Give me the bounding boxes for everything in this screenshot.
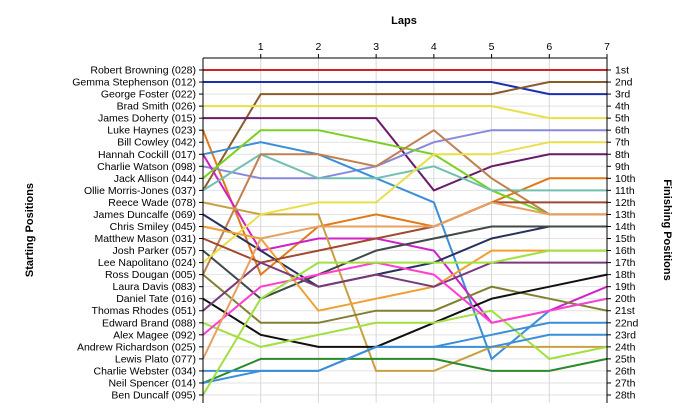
finish-label: 6th	[615, 125, 630, 137]
series-line-22	[202, 309, 608, 360]
start-label: Neil Spencer (014)	[108, 377, 196, 389]
start-label: Jack Allison (044)	[114, 173, 196, 185]
x-tick-label: 2	[316, 41, 322, 53]
series-line-7	[202, 129, 607, 180]
start-label: Luke Haynes (023)	[107, 125, 196, 137]
right-axis-title: Finishing Positions	[661, 179, 673, 280]
finish-label: 12th	[615, 197, 636, 209]
series-line-18	[202, 201, 607, 264]
finish-label: 5th	[615, 113, 630, 125]
series-line-3	[202, 81, 607, 191]
start-label: Lewis Plato (077)	[115, 353, 196, 365]
x-tick-label: 7	[604, 41, 610, 53]
finish-label: 4th	[615, 101, 630, 113]
start-label: Reece Wade (078)	[108, 197, 196, 209]
start-label: Ollie Morris-Jones (037)	[84, 185, 196, 197]
series-line-14	[202, 201, 607, 372]
left-axis-title: Starting Positions	[24, 183, 36, 277]
start-label: Charlie Watson (098)	[97, 161, 196, 173]
finish-label: 14th	[615, 221, 636, 233]
start-label: Daniel Tate (016)	[116, 293, 196, 305]
series-line-11	[202, 153, 607, 192]
series-line-17	[202, 225, 607, 312]
series-line-21	[202, 261, 607, 312]
start-label: Hannah Cockill (017)	[98, 149, 196, 161]
finish-label: 22nd	[615, 317, 639, 329]
series-line-16	[202, 141, 607, 264]
x-tick-label: 3	[373, 41, 379, 53]
finish-label: 20th	[615, 293, 636, 305]
series-lines	[202, 69, 608, 396]
start-label: Gemma Stephenson (012)	[72, 77, 196, 89]
start-label: Thomas Rhodes (051)	[92, 305, 196, 317]
start-label: Robert Browning (028)	[90, 65, 196, 77]
start-label: Ross Dougan (005)	[105, 269, 196, 281]
start-label: Matthew Mason (031)	[94, 233, 196, 245]
start-label: Bill Cowley (042)	[117, 137, 196, 149]
finish-label: 3rd	[615, 89, 630, 101]
finish-label: 28th	[615, 390, 636, 402]
finish-label: 2nd	[615, 77, 633, 89]
finish-label: 18th	[615, 269, 636, 281]
start-label: Lee Napolitano (024)	[98, 257, 196, 269]
finish-label: 17th	[615, 257, 636, 269]
series-line-23	[202, 261, 608, 336]
start-label: Brad Smith (026)	[117, 101, 196, 113]
x-tick-label: 1	[258, 41, 264, 53]
finish-label: 24th	[615, 341, 636, 353]
finish-label: 1st	[615, 65, 629, 77]
x-tick-label: 6	[546, 41, 552, 53]
series-line-15	[202, 225, 607, 300]
finish-label: 10th	[615, 173, 636, 185]
series-line-2	[203, 81, 607, 96]
series-line-27	[202, 321, 607, 384]
start-label: James Duncalfe (069)	[93, 209, 196, 221]
start-label: Laura Davis (083)	[113, 281, 196, 293]
finish-label: 8th	[615, 149, 630, 161]
series-line-24	[202, 357, 608, 384]
x-axis-title: Laps	[391, 15, 417, 27]
start-label: James Doherty (015)	[98, 113, 196, 125]
series-line-28	[202, 249, 607, 396]
start-label: Josh Parker (057)	[113, 245, 196, 257]
start-label: Edward Brand (088)	[102, 317, 196, 329]
axes: 1 2 3 4 5 6 7 Robert Browning (028)Gemma Stephe…	[72, 41, 639, 403]
series-line-4	[203, 105, 607, 120]
start-label: Chris Smiley (045)	[110, 221, 196, 233]
start-label: George Foster (022)	[101, 89, 196, 101]
finish-label: 21st	[615, 305, 635, 317]
finish-label: 19th	[615, 281, 636, 293]
start-label: Charlie Webster (034)	[93, 365, 196, 377]
start-label: Ben Duncalf (095)	[111, 390, 196, 402]
series-line-8	[202, 141, 608, 361]
finish-label: 16th	[615, 245, 636, 257]
x-tick-label: 5	[489, 41, 495, 53]
finish-label: 11th	[615, 185, 635, 197]
finish-label: 23rd	[615, 329, 636, 341]
series-line-12	[202, 128, 607, 276]
finish-label: 9th	[615, 161, 630, 173]
finish-label: 7th	[615, 137, 630, 149]
start-label: Alex Magee (092)	[113, 329, 196, 341]
series-line-19	[202, 273, 608, 324]
start-label: Andrew Richardson (025)	[77, 341, 196, 353]
series-line-20	[202, 273, 608, 348]
finish-label: 27th	[615, 377, 636, 389]
finish-label: 25th	[615, 353, 636, 365]
finish-label: 13th	[615, 209, 636, 221]
series-line-25	[202, 201, 607, 360]
x-tick-label: 4	[431, 41, 437, 53]
finish-label: 26th	[615, 365, 636, 377]
finish-label: 15th	[615, 233, 636, 245]
